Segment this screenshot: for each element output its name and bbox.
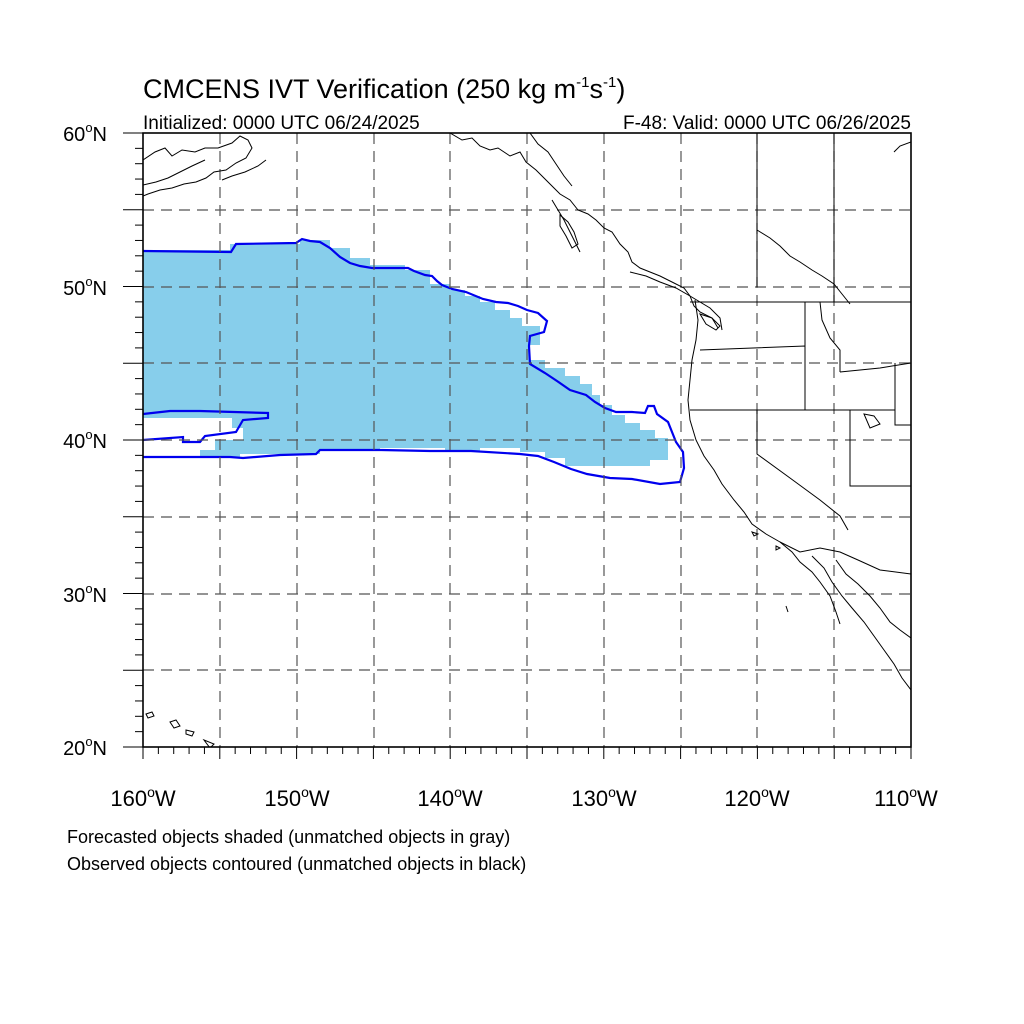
lat-label-50n: 50oN <box>63 274 107 300</box>
axis-ticks <box>123 132 912 759</box>
longitude-labels: 160oW 150oW 140oW 130oW 120oW 110oW <box>110 784 938 811</box>
observed-object-contour <box>143 237 686 486</box>
lon-label-150w: 150oW <box>264 784 330 811</box>
footnote-forecast: Forecasted objects shaded (unmatched obj… <box>67 827 510 847</box>
latitude-labels: 60oN 50oN 40oN 30oN 20oN <box>63 120 107 760</box>
lat-label-40n: 40oN <box>63 427 107 453</box>
footnote-observed: Observed objects contoured (unmatched ob… <box>67 854 526 874</box>
valid-time-label: F-48: Valid: 0000 UTC 06/26/2025 <box>623 113 911 134</box>
map-title: CMCENS IVT Verification (250 kg m-1s-1) <box>143 74 625 104</box>
lat-label-30n: 30oN <box>63 581 107 607</box>
lon-label-140w: 140oW <box>417 784 483 811</box>
forecast-object-shading <box>143 240 668 466</box>
lon-label-130w: 130oW <box>571 784 637 811</box>
lat-label-60n: 60oN <box>63 120 107 146</box>
lat-label-20n: 20oN <box>63 734 107 760</box>
coastlines <box>143 133 911 747</box>
lon-label-160w: 160oW <box>110 784 176 811</box>
initialized-label: Initialized: 0000 UTC 06/24/2025 <box>143 113 420 134</box>
observed-object-contour-west <box>143 409 270 444</box>
lon-label-110w: 110oW <box>874 784 938 811</box>
graticule <box>143 133 911 747</box>
lon-label-120w: 120oW <box>724 784 790 811</box>
